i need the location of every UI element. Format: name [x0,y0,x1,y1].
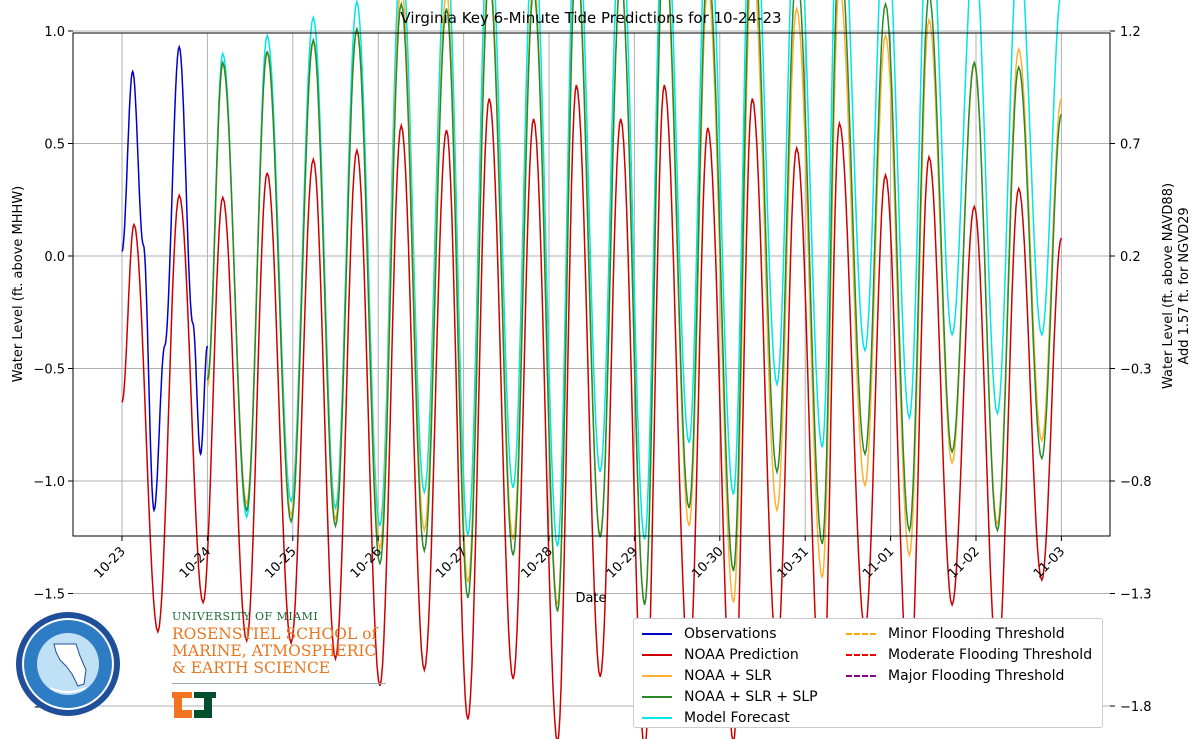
x-tick-label: 10-23 [92,544,129,581]
legend-label: NOAA Prediction [684,646,799,663]
legend-swatch [642,674,672,677]
y-right-tick-label: −0.3 [1120,363,1152,378]
legend-column-2: Minor Flooding Threshold Moderate Floodin… [846,623,1092,686]
u-logo-icon [172,692,216,718]
legend-item: Observations [642,623,818,644]
legend-swatch [642,653,672,656]
y-axis-right-label-2: Add 1.57 ft. for NGVD29 [1177,207,1192,364]
school-line-3: & EARTH SCIENCE [172,659,331,677]
legend-item: NOAA Prediction [642,644,818,665]
x-tick-label: 11-01 [860,544,897,581]
series-line-observations [121,44,209,513]
logo-divider [172,683,386,684]
legend-label: NOAA + SLR [684,667,772,684]
school-line-2: MARINE, ATMOSPHERIC [172,642,377,660]
plot-frame [72,32,1111,537]
legend-label: Major Flooding Threshold [888,667,1065,684]
y-axis-ticks: −2.0−1.5−1.0−0.50.00.51.01.5 [33,25,73,715]
y-axis-right-ticks: −1.8−1.3−0.8−0.30.20.71.21.7 [1110,25,1152,715]
chart-legend: Observations NOAA Prediction NOAA + SLR NOA… [633,618,1103,728]
x-tick-label: 10-28 [519,544,556,581]
legend-swatch [846,632,876,635]
legend-label: Moderate Flooding Threshold [888,646,1093,663]
legend-item: Major Flooding Threshold [846,665,1092,686]
legend-item: Moderate Flooding Threshold [846,644,1092,665]
legend-label: NOAA + SLR + SLP [684,688,818,705]
legend-swatch [642,695,672,698]
chart-title: Virginia Key 6-Minute Tide Predictions f… [400,9,781,27]
y-right-tick-label: 1.2 [1120,25,1141,40]
x-tick-label: 10-25 [262,544,299,581]
legend-swatch [846,674,876,677]
y-tick-label: −1.0 [33,475,65,490]
legend-item: Minor Flooding Threshold [846,623,1092,644]
y-tick-label: 1.0 [44,25,65,40]
legend-item: NOAA + SLR [642,665,818,686]
x-tick-label: 10-24 [177,544,214,581]
rsmas-logo: UNIVERSITY OF MIAMI ROSENSTIEL SCHOOL of… [172,610,392,722]
university-name: UNIVERSITY OF MIAMI [172,610,319,623]
y-axis-label: Water Level (ft. above MHHW) [11,186,26,382]
sfwmd-seal-logo [16,612,120,716]
y-tick-label: −0.5 [33,363,65,378]
x-tick-label: 11-02 [946,544,983,581]
school-line-1: ROSENSTIEL SCHOOL of [172,625,378,643]
x-axis-label: Date [575,591,606,606]
legend-column-1: Observations NOAA Prediction NOAA + SLR NOA… [642,623,818,728]
legend-label: Observations [684,625,777,642]
legend-label: Model Forecast [684,709,790,726]
legend-label: Minor Flooding Threshold [888,625,1065,642]
y-tick-label: 0.5 [44,138,65,153]
legend-swatch [642,632,672,635]
y-tick-label: −1.5 [33,588,65,603]
legend-item: NOAA + SLR + SLP [642,686,818,707]
y-axis-right-label-1: Water Level (ft. above NAVD88) [1161,183,1176,389]
x-tick-label: 10-31 [775,544,812,581]
legend-swatch [846,653,876,656]
y-right-tick-label: −1.8 [1120,700,1152,715]
school-name: ROSENSTIEL SCHOOL of MARINE, ATMOSPHERIC… [172,626,392,677]
x-axis-ticks: 10-23 10-24 10-25 10-26 10-27 10-28 10-29 10-30… [92,536,1068,582]
series-line-noaa-slr-slp [206,0,1063,612]
y-tick-label: 0.0 [44,250,65,265]
y-right-tick-label: −0.8 [1120,475,1152,490]
legend-item: Model Forecast [642,707,818,728]
y-right-tick-label: 0.2 [1120,250,1141,265]
y-right-tick-label: 0.7 [1120,138,1141,153]
y-right-tick-label: −1.3 [1120,588,1152,603]
legend-swatch [642,716,672,719]
x-tick-label: 11-03 [1031,544,1068,581]
